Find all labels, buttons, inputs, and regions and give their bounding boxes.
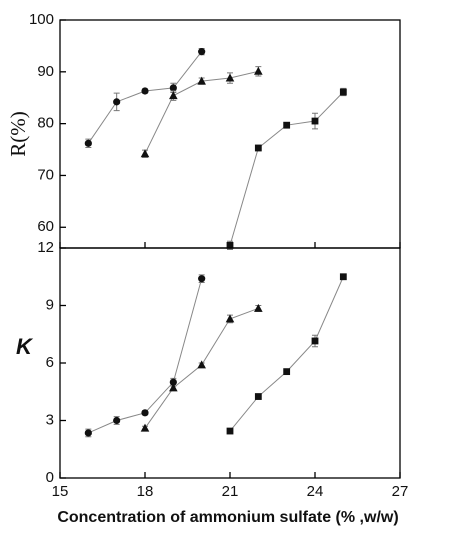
- x-tick-label: 27: [392, 483, 409, 500]
- marker: [198, 48, 206, 56]
- marker: [169, 84, 177, 92]
- marker: [339, 88, 347, 96]
- plot-frame: [59, 19, 401, 249]
- marker: [254, 66, 263, 75]
- marker: [254, 144, 262, 152]
- x-tick-label: 24: [307, 483, 324, 500]
- marker: [141, 409, 149, 417]
- y-tick-label: 0: [46, 469, 54, 486]
- y-tick-label: 6: [46, 354, 54, 371]
- y-tick-label: 70: [37, 166, 54, 183]
- marker: [84, 139, 92, 147]
- series-line: [229, 276, 344, 432]
- marker: [169, 378, 177, 386]
- marker: [169, 383, 178, 392]
- marker: [225, 314, 235, 323]
- marker: [311, 117, 319, 125]
- plot-frame: [59, 247, 401, 479]
- y-tick-label: 100: [29, 11, 54, 28]
- marker: [198, 275, 206, 283]
- y-tick-label: 12: [37, 239, 54, 256]
- marker: [311, 337, 319, 345]
- marker: [283, 368, 291, 376]
- marker: [225, 73, 235, 82]
- y-tick-label: 3: [46, 411, 54, 428]
- marker: [254, 303, 263, 312]
- y-tick-label: 9: [46, 296, 54, 313]
- marker: [169, 91, 178, 100]
- marker: [140, 423, 150, 432]
- marker: [113, 98, 121, 106]
- y-axis-label: K: [16, 334, 34, 359]
- y-tick-label: 90: [37, 63, 54, 80]
- marker: [84, 429, 92, 437]
- series-line: [87, 51, 203, 144]
- marker: [339, 273, 347, 281]
- x-tick-label: 21: [222, 483, 239, 500]
- marker: [226, 242, 234, 249]
- marker: [197, 76, 206, 85]
- marker: [254, 393, 262, 400]
- y-axis-label: R(%): [6, 111, 30, 157]
- x-tick-label: 18: [137, 483, 154, 500]
- y-tick-label: 60: [37, 218, 54, 235]
- x-axis-label: Concentration of ammonium sulfate (% ,w/…: [57, 509, 398, 526]
- series-line: [229, 91, 344, 246]
- x-tick-label: 15: [52, 483, 69, 500]
- marker: [140, 149, 150, 158]
- marker: [197, 360, 206, 369]
- marker: [141, 87, 149, 95]
- y-tick-label: 80: [37, 115, 54, 132]
- marker: [226, 427, 234, 435]
- marker: [283, 121, 291, 129]
- marker: [113, 416, 121, 425]
